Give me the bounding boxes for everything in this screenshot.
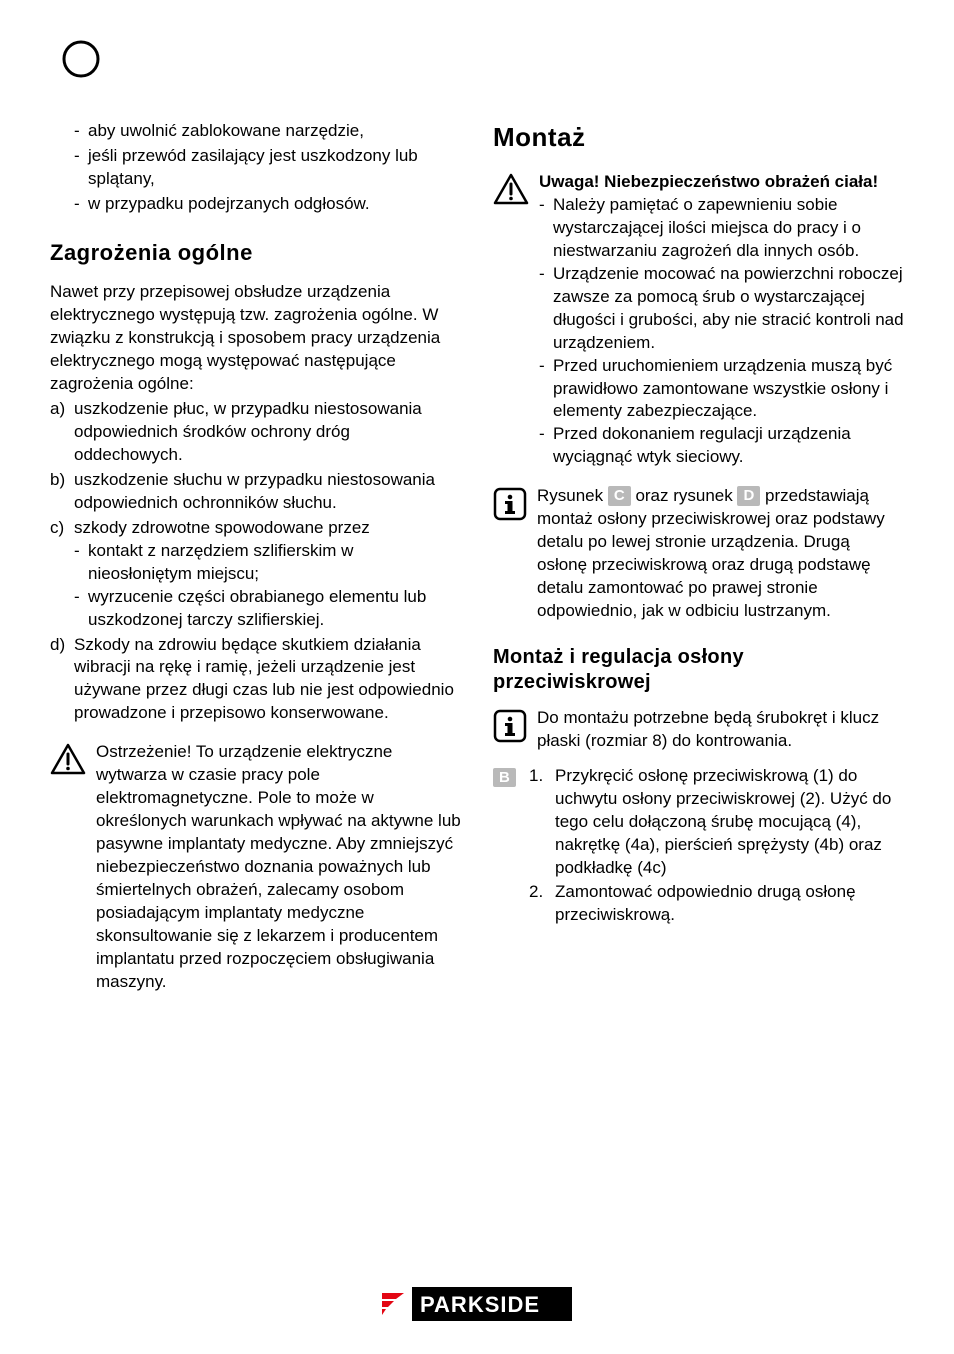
sub-list: kontakt z narzędziem szlifierskim w nieo… [74, 540, 461, 632]
info-text: Rysunek C oraz rysunek D przedstawiają m… [537, 485, 904, 623]
text-fragment: przedstawiają montaż osłony przeciwiskro… [537, 486, 885, 620]
warning-heading: Uwaga! Niebezpieczeństwo obrażeń ciała! [539, 171, 904, 194]
intro-bullet-list: aby uwolnić zablokowane narzędzie, jeśli… [50, 120, 461, 216]
list-item: kontakt z narzędziem szlifierskim w nieo… [74, 540, 461, 586]
list-item: c) szkody zdrowotne spowodowane przez ko… [50, 517, 461, 632]
list-text: Szkody na zdrowiu będące skutkiem działa… [74, 635, 454, 723]
list-marker: a) [50, 398, 65, 421]
content-columns: aby uwolnić zablokowane narzędzie, jeśli… [50, 120, 904, 994]
main-heading: Montaż [493, 120, 904, 155]
list-text: uszkodzenie słuchu w przypadku niestosow… [74, 470, 435, 512]
left-column: aby uwolnić zablokowane narzędzie, jeśli… [50, 120, 461, 994]
step-block: B 1. Przykręcić osłonę przeciwiskrową (1… [493, 765, 904, 930]
figure-ref: C [608, 486, 631, 506]
figure-ref: D [737, 486, 760, 506]
brand-logo: PARKSIDE [382, 1287, 572, 1328]
list-item: Przed uruchomieniem urządzenia muszą być… [539, 355, 904, 424]
list-text: uszkodzenie płuc, w przypadku niestosowa… [74, 399, 422, 464]
warning-block: Uwaga! Niebezpieczeństwo obrażeń ciała! … [493, 171, 904, 469]
list-text: szkody zdrowotne spowodowane przez [74, 518, 370, 537]
step-ref-cell: B [493, 765, 519, 790]
list-marker: c) [50, 517, 64, 540]
section-heading: Zagrożenia ogólne [50, 238, 461, 268]
warning-content: Uwaga! Niebezpieczeństwo obrażeń ciała! … [539, 171, 904, 469]
list-item: Przed dokonaniem regulacji urządzenia wy… [539, 423, 904, 469]
step-list-cell: 1. Przykręcić osłonę przeciwiskrową (1) … [529, 765, 904, 930]
info-icon [493, 709, 527, 750]
brand-text: PARKSIDE [420, 1292, 540, 1317]
info-block: Do montażu potrzebne będą śrubokręt i kl… [493, 707, 904, 753]
list-text: Przykręcić osłonę przeciwiskrową (1) do … [555, 766, 891, 877]
info-text: Do montażu potrzebne będą śrubokręt i kl… [537, 707, 904, 753]
text-fragment: oraz rysunek [631, 486, 738, 505]
body-paragraph: Nawet przy przepisowej obsłudze urządzen… [50, 281, 461, 396]
list-item: aby uwolnić zablokowane narzędzie, [74, 120, 461, 143]
language-icon [60, 38, 102, 87]
numbered-list: 1. Przykręcić osłonę przeciwiskrową (1) … [529, 765, 904, 928]
list-marker: d) [50, 634, 65, 657]
list-item: Urządzenie mocować na powierzchni robocz… [539, 263, 904, 355]
list-item: 1. Przykręcić osłonę przeciwiskrową (1) … [529, 765, 904, 880]
text-fragment: Rysunek [537, 486, 608, 505]
list-item: b) uszkodzenie słuchu w przypadku niesto… [50, 469, 461, 515]
list-item: jeśli przewód zasilający jest uszkodzony… [74, 145, 461, 191]
list-item: Należy pamiętać o zapewnieniu sobie wyst… [539, 194, 904, 263]
list-item: w przypadku podejrzanych odgłosów. [74, 193, 461, 216]
list-item: wyrzucenie części obrabianego elementu l… [74, 586, 461, 632]
warning-icon [50, 743, 86, 782]
list-marker: b) [50, 469, 65, 492]
warning-icon [493, 173, 529, 212]
list-text: Zamontować odpowiednio drugą osłonę prze… [555, 882, 856, 924]
list-item: 2. Zamontować odpowiednio drugą osłonę p… [529, 881, 904, 927]
info-block: Rysunek C oraz rysunek D przedstawiają m… [493, 485, 904, 623]
subsection-heading: Montaż i regulacja osłony przeciwiskrowe… [493, 645, 904, 695]
right-column: Montaż Uwaga! Niebezpieczeństwo obrażeń … [493, 120, 904, 994]
warning-bullet-list: Należy pamiętać o zapewnieniu sobie wyst… [539, 194, 904, 469]
warning-text: Ostrzeżenie! To urządzenie elektryczne w… [96, 741, 461, 993]
lettered-list: a) uszkodzenie płuc, w przypadku niestos… [50, 398, 461, 725]
warning-block: Ostrzeżenie! To urządzenie elektryczne w… [50, 741, 461, 993]
list-item: a) uszkodzenie płuc, w przypadku niestos… [50, 398, 461, 467]
list-item: d) Szkody na zdrowiu będące skutkiem dzi… [50, 634, 461, 726]
list-marker: 1. [529, 765, 543, 788]
list-marker: 2. [529, 881, 543, 904]
figure-ref: B [493, 768, 516, 788]
info-icon [493, 487, 527, 528]
